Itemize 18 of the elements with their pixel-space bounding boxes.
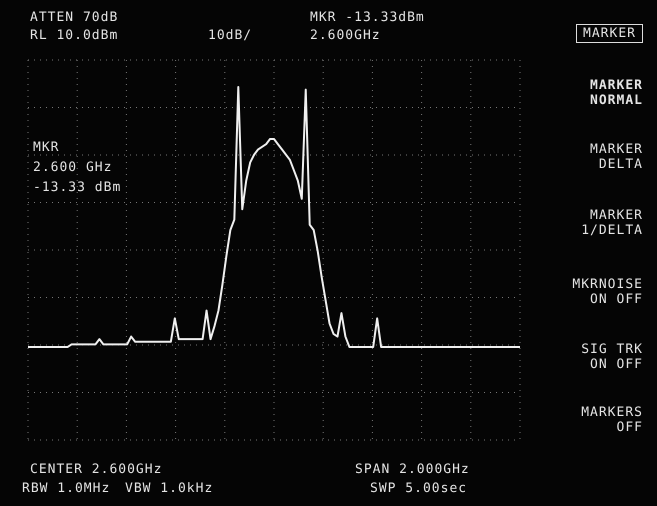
text: MKR -13.33dBm (310, 10, 425, 25)
text: SPAN 2.000GHz (355, 462, 470, 477)
text: SIG TRK ON OFF (581, 342, 643, 372)
text: VBW 1.0kHz (125, 481, 214, 496)
text: MARKERS OFF (581, 405, 643, 435)
annotation: MKR 2.600 GHz -13.33 dBm (33, 139, 122, 197)
text: CENTER 2.600GHz (30, 462, 162, 477)
text: RL 10.0dBm (30, 28, 118, 43)
text: 10dB/ (208, 28, 252, 43)
text: RBW 1.0MHz (22, 481, 110, 496)
text: ATTEN 70dB (30, 10, 118, 25)
text: MKRNOISE ON OFF (572, 277, 643, 307)
text: MARKER NORMAL (590, 78, 643, 108)
text: MARKER 1/DELTA (581, 208, 643, 238)
text: MARKER DELTA (590, 142, 643, 172)
text: SWP 5.00sec (370, 481, 468, 496)
text: 2.600GHz (310, 28, 381, 43)
text: MARKER (576, 24, 643, 43)
